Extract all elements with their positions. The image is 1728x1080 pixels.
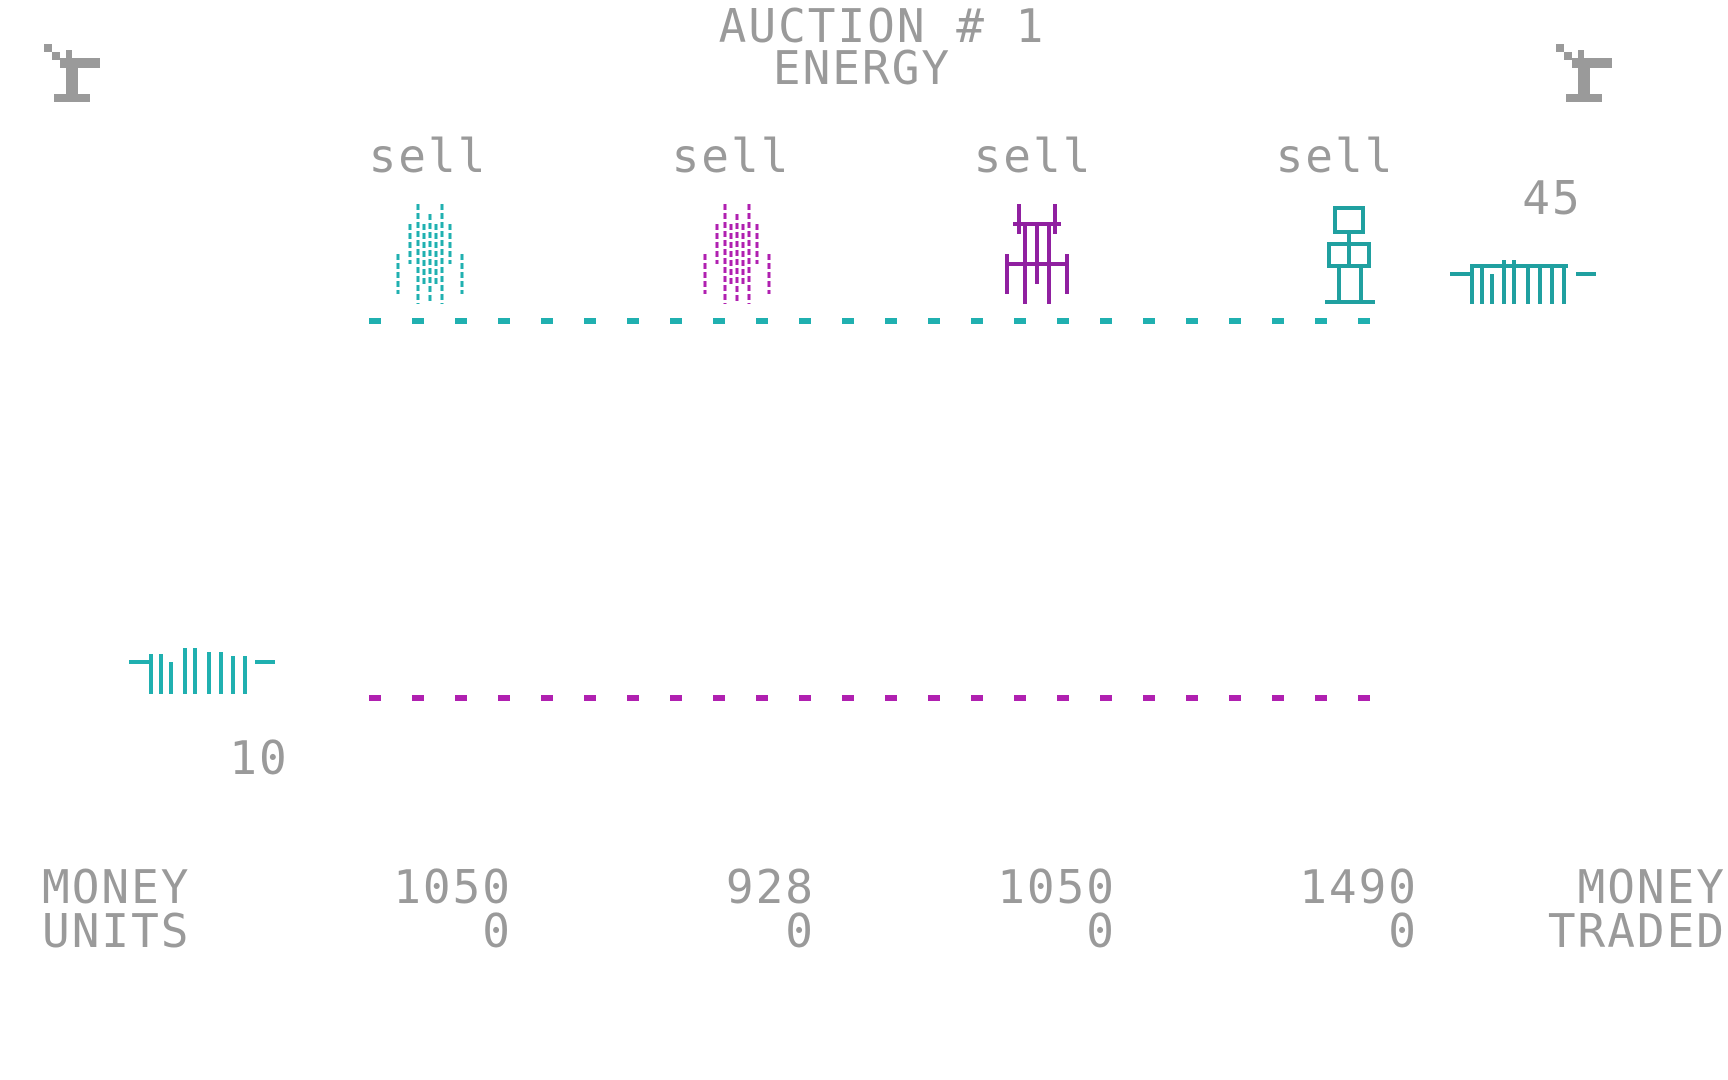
money-label: MONEY bbox=[42, 860, 191, 914]
resource-name: ENERGY bbox=[772, 41, 952, 95]
player-2-sprite[interactable] bbox=[695, 204, 779, 304]
antenna-tower-icon bbox=[1556, 44, 1612, 102]
store-buy-price: 10 bbox=[229, 731, 289, 785]
player-4-units: 0 bbox=[1388, 904, 1418, 958]
player-3-units: 0 bbox=[1086, 904, 1116, 958]
player-4-status: sell bbox=[1275, 129, 1395, 183]
player-3-sprite[interactable] bbox=[995, 204, 1079, 304]
player-1-status: sell bbox=[368, 129, 488, 183]
store-icon bbox=[1450, 260, 1596, 304]
player-4-sprite[interactable] bbox=[1315, 204, 1385, 304]
player-2-units: 0 bbox=[785, 904, 815, 958]
player-2-status: sell bbox=[671, 129, 791, 183]
player-1-money: 1050 bbox=[393, 860, 512, 914]
units-label: UNITS bbox=[42, 904, 191, 958]
player-2-money: 928 bbox=[725, 860, 815, 914]
auction-title: AUCTION # 1 bbox=[718, 0, 1046, 53]
player-4-money: 1490 bbox=[1299, 860, 1418, 914]
player-1-units: 0 bbox=[482, 904, 512, 958]
player-3-status: sell bbox=[973, 129, 1093, 183]
money-traded-label-1: MONEY bbox=[1577, 860, 1726, 914]
money-traded-label-2: TRADED bbox=[1547, 904, 1726, 958]
sell-price-line bbox=[369, 318, 1383, 324]
buy-price-line bbox=[369, 695, 1383, 701]
store-sell-price: 45 bbox=[1522, 171, 1582, 225]
antenna-tower-icon bbox=[44, 44, 100, 102]
player-1-sprite[interactable] bbox=[388, 204, 472, 304]
store-icon bbox=[129, 648, 275, 694]
player-3-money: 1050 bbox=[997, 860, 1116, 914]
